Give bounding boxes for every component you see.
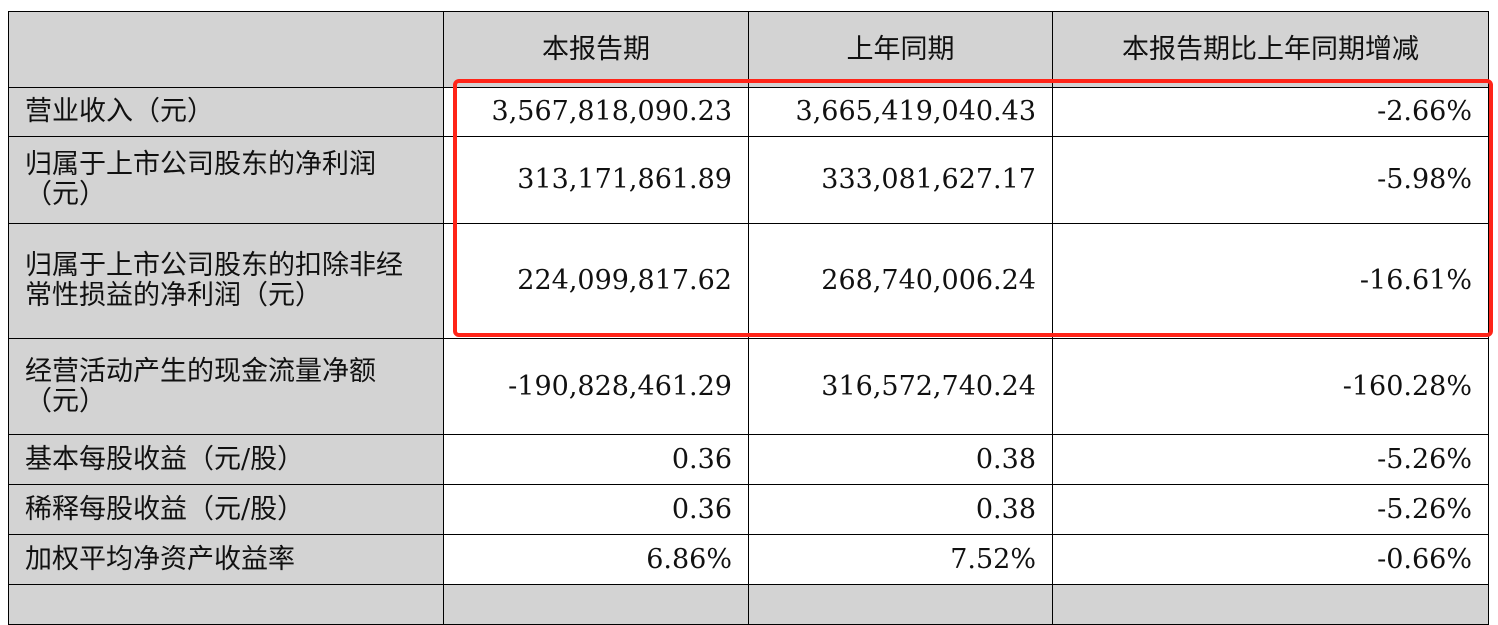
row-label: 归属于上市公司股东的净利润（元） xyxy=(8,136,444,224)
empty-cell xyxy=(443,584,749,625)
prior-value: 3,665,419,040.43 xyxy=(748,87,1053,137)
current-value: 6.86% xyxy=(443,534,749,585)
prior-value: 268,740,006.24 xyxy=(748,223,1053,339)
row-label: 稀释每股收益（元/股） xyxy=(8,484,444,535)
header-prior-period: 上年同期 xyxy=(748,11,1053,88)
row-label: 加权平均净资产收益率 xyxy=(8,534,444,585)
current-value: -190,828,461.29 xyxy=(443,338,749,435)
empty-cell xyxy=(8,584,444,625)
table-row-partial xyxy=(8,584,1489,625)
financial-summary-table: 本报告期 上年同期 本报告期比上年同期增减 营业收入（元） 3,567,818,… xyxy=(8,11,1489,625)
prior-value: 333,081,627.17 xyxy=(748,136,1053,224)
current-value: 3,567,818,090.23 xyxy=(443,87,749,137)
change-value: -160.28% xyxy=(1052,338,1489,435)
empty-cell xyxy=(1052,584,1489,625)
table-row: 营业收入（元） 3,567,818,090.23 3,665,419,040.4… xyxy=(8,87,1489,137)
row-label: 基本每股收益（元/股） xyxy=(8,434,444,485)
row-label: 经营活动产生的现金流量净额（元） xyxy=(8,338,444,435)
empty-cell xyxy=(748,584,1053,625)
table-row: 归属于上市公司股东的扣除非经常性损益的净利润（元） 224,099,817.62… xyxy=(8,223,1489,339)
table-row: 归属于上市公司股东的净利润（元） 313,171,861.89 333,081,… xyxy=(8,136,1489,224)
prior-value: 0.38 xyxy=(748,434,1053,485)
header-row: 本报告期 上年同期 本报告期比上年同期增减 xyxy=(8,11,1489,88)
prior-value: 0.38 xyxy=(748,484,1053,535)
change-value: -5.26% xyxy=(1052,484,1489,535)
prior-value: 7.52% xyxy=(748,534,1053,585)
change-value: -16.61% xyxy=(1052,223,1489,339)
change-value: -5.26% xyxy=(1052,434,1489,485)
current-value: 0.36 xyxy=(443,484,749,535)
header-blank xyxy=(8,11,444,88)
current-value: 313,171,861.89 xyxy=(443,136,749,224)
change-value: -2.66% xyxy=(1052,87,1489,137)
table-row: 基本每股收益（元/股） 0.36 0.38 -5.26% xyxy=(8,434,1489,485)
current-value: 0.36 xyxy=(443,434,749,485)
change-value: -0.66% xyxy=(1052,534,1489,585)
header-current-period: 本报告期 xyxy=(443,11,749,88)
change-value: -5.98% xyxy=(1052,136,1489,224)
table-row: 稀释每股收益（元/股） 0.36 0.38 -5.26% xyxy=(8,484,1489,535)
table-row: 加权平均净资产收益率 6.86% 7.52% -0.66% xyxy=(8,534,1489,585)
row-label: 归属于上市公司股东的扣除非经常性损益的净利润（元） xyxy=(8,223,444,339)
prior-value: 316,572,740.24 xyxy=(748,338,1053,435)
header-change: 本报告期比上年同期增减 xyxy=(1052,11,1489,88)
row-label: 营业收入（元） xyxy=(8,87,444,137)
current-value: 224,099,817.62 xyxy=(443,223,749,339)
table-row: 经营活动产生的现金流量净额（元） -190,828,461.29 316,572… xyxy=(8,338,1489,435)
